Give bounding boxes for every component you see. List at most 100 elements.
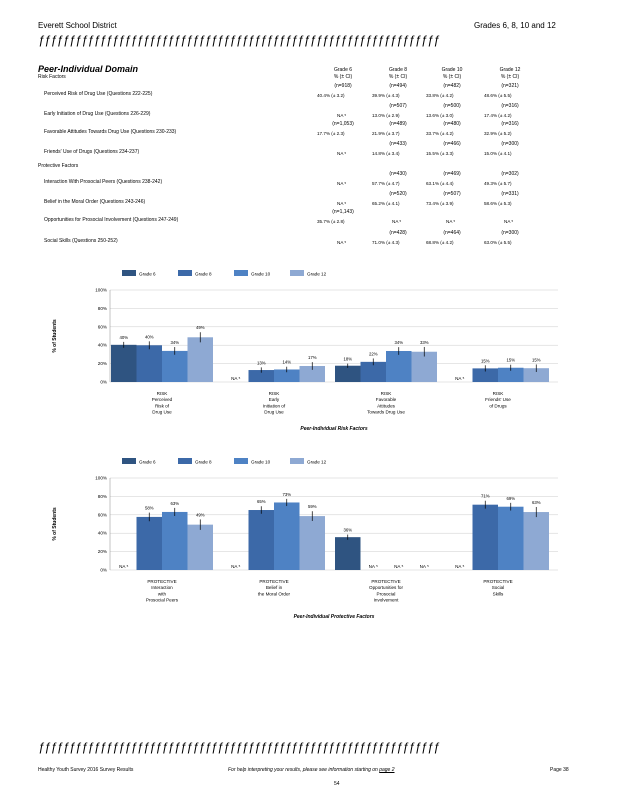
- data-label: 73%: [282, 492, 291, 497]
- column-header-ci: % (± CI): [442, 74, 462, 80]
- legend-swatch: [234, 270, 248, 276]
- bar: [523, 368, 549, 382]
- sample-size: (n=428): [389, 230, 407, 236]
- top-rule: ƒƒƒƒƒƒƒƒƒƒƒƒƒƒƒƒƒƒƒƒƒƒƒƒƒƒƒƒƒƒƒƒƒƒƒƒƒƒƒƒ…: [38, 33, 440, 47]
- chart-title: Peer-Individual Risk Factors: [300, 426, 367, 432]
- category-label: RISK: [157, 391, 169, 396]
- category-label: PROTECTIVE: [483, 579, 512, 584]
- data-label: 65%: [257, 499, 266, 504]
- footer-help-prefix: For help interpreting your results, plea…: [228, 767, 378, 773]
- category-label: Towards Drug Use: [367, 410, 405, 415]
- percentage-value: 40.4% (± 3.2): [317, 93, 345, 98]
- data-label: 15%: [532, 357, 541, 362]
- y-tick-label: 40%: [98, 343, 107, 348]
- percentage-value: 71.0% (± 4.3): [372, 240, 400, 245]
- category-label: Favorable: [376, 397, 397, 402]
- bar: [472, 504, 498, 570]
- sample-size: (n=500): [443, 103, 461, 109]
- percentage-value: NA ⁵: [392, 219, 402, 224]
- percentage-value: 48.6% (± 5.5): [484, 93, 512, 98]
- category-label: with: [158, 591, 167, 596]
- percentage-value: NA ⁵: [504, 219, 514, 224]
- category-label: Perceived: [152, 397, 173, 402]
- category-label: RISK: [493, 391, 505, 396]
- data-label: 17%: [308, 355, 317, 360]
- legend-swatch: [122, 270, 136, 276]
- na-label: NA ⁵: [420, 564, 429, 569]
- data-label: 49%: [196, 512, 205, 517]
- percentage-value: 65.2% (± 4.1): [372, 201, 400, 206]
- data-label: 13%: [257, 360, 266, 365]
- category-label: Prosocial Peers: [146, 598, 179, 603]
- legend-swatch: [178, 270, 192, 276]
- category-label: Involvement: [374, 598, 399, 603]
- grades-label: Grades 6, 8, 10 and 12: [474, 21, 556, 30]
- bar: [248, 370, 274, 382]
- percentage-value: NA ⁵: [446, 219, 456, 224]
- bar: [335, 365, 361, 382]
- data-label: 63%: [532, 500, 541, 505]
- y-tick-label: 100%: [95, 288, 107, 293]
- percentage-value: 17.7% (± 2.3): [317, 131, 345, 136]
- category-label: PROTECTIVE: [371, 579, 400, 584]
- data-label: 22%: [369, 351, 378, 356]
- legend-swatch: [122, 458, 136, 464]
- column-header-grade: Grade 8: [388, 67, 408, 73]
- legend-swatch: [290, 458, 304, 464]
- bar: [299, 365, 325, 382]
- bar: [274, 502, 300, 570]
- data-label: 58%: [145, 506, 154, 511]
- percentage-value: 13.0% (± 2.9): [372, 113, 400, 118]
- category-label: Belief in: [266, 585, 283, 590]
- risk-factors-chart: Grade 6 Grade 8 Grade 10 Grade 12 0% 20% 40% 60…: [52, 270, 558, 432]
- category-label: Drug Use: [152, 410, 172, 415]
- factor-row-label: Favorable Attitudes Towards Drug Use (Qu…: [44, 129, 177, 135]
- sample-size: (n=482): [443, 83, 461, 89]
- bar: [162, 511, 188, 570]
- bottom-rule: ƒƒƒƒƒƒƒƒƒƒƒƒƒƒƒƒƒƒƒƒƒƒƒƒƒƒƒƒƒƒƒƒƒƒƒƒƒƒƒƒ…: [38, 740, 440, 754]
- category-label: Social: [492, 585, 505, 590]
- y-axis-label: % of Students: [52, 319, 58, 353]
- category-label: Risk of: [155, 403, 170, 408]
- factor-row-label: Perceived Risk of Drug Use (Questions 22…: [44, 91, 153, 97]
- category-label: Drug Use: [264, 410, 284, 415]
- legend-label: Grade 6: [139, 272, 156, 277]
- sample-size: (n=489): [389, 121, 407, 127]
- category-label: Early: [269, 397, 280, 402]
- footer-survey-title: Healthy Youth Survey 2016 Survey Results: [38, 767, 134, 773]
- data-label: 71%: [481, 494, 490, 499]
- factor-row-label: Early Initiation of Drug Use (Questions …: [44, 111, 151, 117]
- y-tick-label: 20%: [98, 549, 107, 554]
- factor-row-label: Opportunities for Prosocial Involvement …: [44, 217, 179, 223]
- chart-title: Peer-Individual Protective Factors: [294, 614, 375, 620]
- legend-swatch: [178, 458, 192, 464]
- percentage-value: 32.9% (± 5.2): [484, 131, 512, 136]
- y-tick-label: 80%: [98, 306, 107, 311]
- y-tick-label: 0%: [100, 568, 107, 573]
- percentage-value: NA ⁵: [337, 240, 347, 245]
- y-tick-label: 20%: [98, 361, 107, 366]
- percentage-value: 13.6% (± 3.0): [426, 113, 454, 118]
- sample-size: (n=520): [389, 191, 407, 197]
- percentage-value: 33.7% (± 4.2): [426, 131, 454, 136]
- data-label: 33%: [420, 340, 429, 345]
- bar: [335, 537, 361, 570]
- domain-title: Peer-Individual Domain: [38, 64, 139, 74]
- y-tick-label: 40%: [98, 531, 107, 536]
- sample-size: (n=300): [501, 230, 519, 236]
- sample-size: (n=331): [501, 191, 519, 197]
- y-axis-label: % of Students: [52, 507, 58, 541]
- y-tick-label: 100%: [95, 476, 107, 481]
- percentage-value: 33.8% (± 4.2): [426, 93, 454, 98]
- bar: [299, 516, 325, 570]
- percentage-value: 21.9% (± 3.7): [372, 131, 400, 136]
- sample-size: (n=300): [501, 141, 519, 147]
- na-label: NA ⁵: [394, 564, 403, 569]
- footer-page-link[interactable]: page 2: [379, 767, 395, 773]
- factor-row-label: Social Skills (Questions 250-252): [44, 238, 118, 244]
- sample-size: (n=507): [389, 103, 407, 109]
- category-label: the Moral Order: [258, 591, 291, 596]
- sample-size: (n=464): [443, 230, 461, 236]
- legend-label: Grade 8: [195, 272, 212, 277]
- bar: [187, 337, 213, 382]
